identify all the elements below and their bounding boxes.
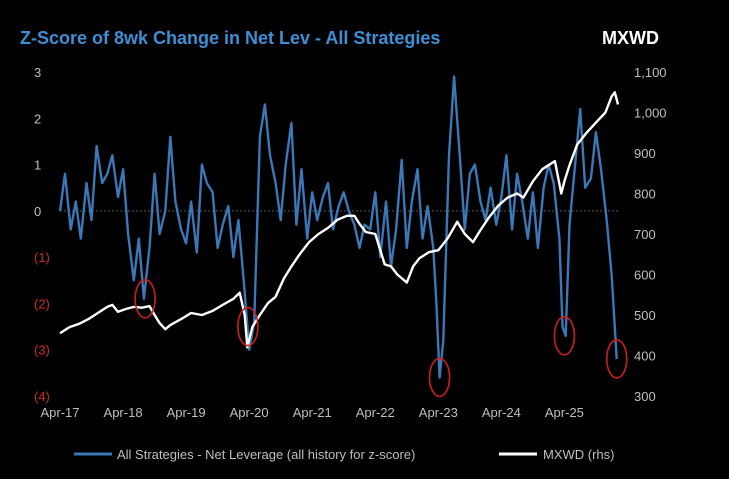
left-tick-label: (2) xyxy=(34,296,50,311)
right-tick-label: 600 xyxy=(634,268,656,283)
series-line-zscore xyxy=(58,75,618,379)
right-tick-label: 300 xyxy=(634,389,656,404)
left-tick-label: (1) xyxy=(34,250,50,265)
chart-title: Z-Score of 8wk Change in Net Lev - All S… xyxy=(20,28,440,48)
x-tick-label: Apr-18 xyxy=(104,405,143,420)
x-tick-label: Apr-22 xyxy=(356,405,395,420)
x-tick-label: Apr-23 xyxy=(419,405,458,420)
right-tick-label: 1,000 xyxy=(634,106,667,121)
x-tick-label: Apr-24 xyxy=(482,405,521,420)
left-tick-label: 1 xyxy=(34,158,41,173)
x-tick-label: Apr-19 xyxy=(167,405,206,420)
legend-label-zscore: All Strategies - Net Leverage (all histo… xyxy=(117,447,415,462)
right-tick-label: 500 xyxy=(634,308,656,323)
right-axis-title: MXWD xyxy=(602,28,659,48)
x-tick-label: Apr-21 xyxy=(293,405,332,420)
annotation-circle xyxy=(134,278,156,319)
left-tick-label: (4) xyxy=(34,389,50,404)
right-tick-label: 900 xyxy=(634,146,656,161)
series-group xyxy=(58,75,620,379)
x-tick-label: Apr-25 xyxy=(545,405,584,420)
left-tick-label: 3 xyxy=(34,65,41,80)
annotation-circle xyxy=(237,306,259,347)
annotation-circle xyxy=(605,339,628,379)
annotation-group xyxy=(134,278,628,398)
right-tick-label: 400 xyxy=(634,349,656,364)
legend: All Strategies - Net Leverage (all histo… xyxy=(74,447,615,462)
x-axis-ticks: Apr-17 Apr-18 Apr-19 Apr-20 Apr-21 Apr-22 Apr-… xyxy=(40,405,583,420)
annotation-circle xyxy=(553,316,576,356)
x-tick-label: Apr-17 xyxy=(40,405,79,420)
x-tick-label: Apr-20 xyxy=(230,405,269,420)
left-tick-label: (3) xyxy=(34,343,50,358)
right-tick-label: 700 xyxy=(634,227,656,242)
left-tick-label: 2 xyxy=(34,111,41,126)
annotation-circle xyxy=(428,357,451,398)
series-line-mxwd xyxy=(59,91,620,349)
right-tick-label: 800 xyxy=(634,187,656,202)
left-axis-ticks: 3 2 1 0 (1) (2) (3) (4) xyxy=(34,65,50,404)
right-tick-label: 1,100 xyxy=(634,65,667,80)
left-tick-label: 0 xyxy=(34,204,41,219)
legend-label-mxwd: MXWD (rhs) xyxy=(543,447,615,462)
right-axis-ticks: 1,100 1,000 900 800 700 600 500 400 300 xyxy=(634,65,667,404)
